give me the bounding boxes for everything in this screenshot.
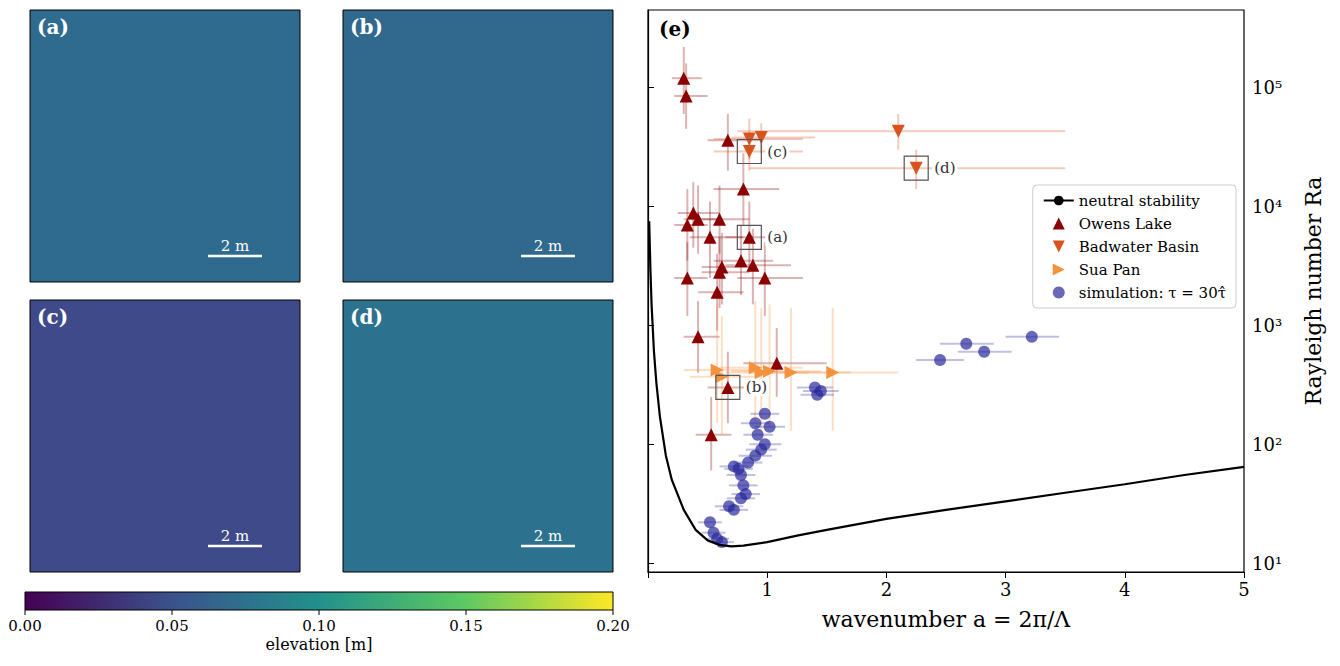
svg-text:2 m: 2 m [534, 237, 563, 255]
svg-text:(c): (c) [767, 143, 787, 161]
svg-text:0.05: 0.05 [155, 617, 188, 635]
svg-text:Rayleigh number Ra: Rayleigh number Ra [1301, 177, 1326, 406]
svg-text:(b): (b) [350, 15, 383, 39]
svg-text:3: 3 [1000, 579, 1011, 600]
svg-text:elevation [m]: elevation [m] [266, 635, 373, 654]
svg-text:0.10: 0.10 [302, 617, 335, 635]
svg-text:(a): (a) [37, 15, 69, 39]
svg-text:4: 4 [1119, 579, 1130, 600]
svg-text:Badwater Basin: Badwater Basin [1079, 238, 1200, 256]
svg-text:2 m: 2 m [221, 237, 250, 255]
svg-text:0.20: 0.20 [596, 617, 629, 635]
svg-text:10⁴: 10⁴ [1252, 196, 1282, 217]
svg-text:(b): (b) [746, 378, 767, 396]
svg-text:2 m: 2 m [534, 527, 563, 545]
svg-text:(d): (d) [934, 159, 955, 177]
svg-text:10³: 10³ [1252, 315, 1282, 336]
svg-text:(a): (a) [767, 228, 788, 246]
svg-text:1: 1 [761, 579, 772, 600]
svg-text:10²: 10² [1252, 434, 1282, 455]
svg-text:neutral stability: neutral stability [1079, 192, 1201, 210]
svg-text:Owens Lake: Owens Lake [1079, 215, 1172, 233]
svg-text:(d): (d) [350, 305, 383, 329]
svg-text:2 m: 2 m [221, 527, 250, 545]
svg-text:5: 5 [1238, 579, 1249, 600]
svg-text:Sua Pan: Sua Pan [1079, 261, 1141, 279]
svg-text:simulation: τ = 30τ̂: simulation: τ = 30τ̂ [1079, 284, 1226, 302]
svg-text:0.15: 0.15 [449, 617, 482, 635]
svg-text:10¹: 10¹ [1252, 553, 1282, 574]
svg-text:(e): (e) [659, 17, 691, 41]
svg-text:wavenumber a = 2π/Λ: wavenumber a = 2π/Λ [822, 607, 1072, 632]
svg-text:0.00: 0.00 [8, 617, 41, 635]
svg-text:10⁵: 10⁵ [1252, 77, 1282, 98]
svg-text:2: 2 [881, 579, 892, 600]
svg-text:(c): (c) [37, 305, 68, 329]
